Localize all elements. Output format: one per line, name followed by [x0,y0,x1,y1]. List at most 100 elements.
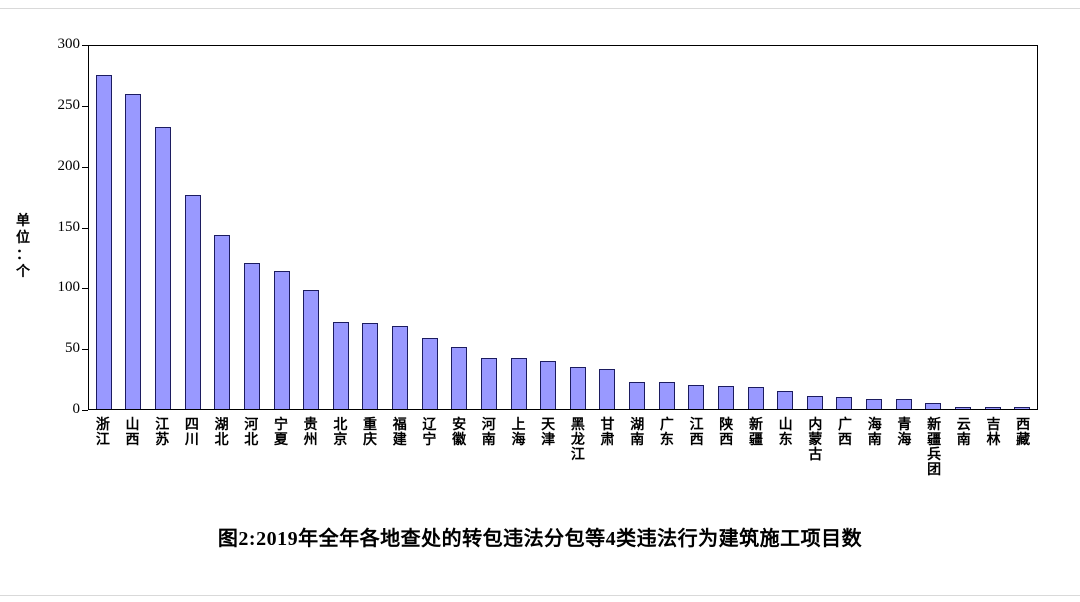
bar-31 [1014,406,1031,409]
vertical-char: 上 [511,416,526,432]
bar-slot [178,46,208,409]
bar-5 [243,262,260,409]
bar-25 [836,396,853,409]
bar-slot [356,46,386,409]
x-label-slot: 安徽 [444,417,474,477]
x-tick-label: 河北 [244,417,258,477]
y-tick-label: 0 [72,401,81,417]
bar-15 [540,360,557,409]
bar-23 [777,390,794,409]
x-label-slot: 河北 [236,417,266,477]
bar-slot [1007,46,1037,409]
x-label-slot: 天津 [533,417,563,477]
bar-16 [569,366,586,409]
x-label-slot: 广东 [652,417,682,477]
vertical-char: 宁 [273,416,288,432]
top-border-line [0,8,1080,9]
x-tick-label: 贵州 [304,417,318,477]
x-label-slot: 新疆兵团 [919,417,949,477]
x-label-slot: 山东 [771,417,801,477]
bar-slot [563,46,593,409]
vertical-char: 河 [244,416,259,432]
vertical-char: 福 [392,416,407,432]
bar-slot [593,46,623,409]
vertical-char: 位 [16,229,30,245]
bar-slot [474,46,504,409]
x-tick-label: 辽宁 [422,417,436,477]
x-tick-label: 云南 [957,417,971,477]
bar-slot [770,46,800,409]
x-tick-label: 上海 [511,417,525,477]
x-tick-label: 新疆兵团 [927,417,941,477]
x-label-slot: 甘肃 [593,417,623,477]
vertical-char: 个 [16,263,30,279]
x-label-slot: 黑龙江 [563,417,593,477]
vertical-char: 古 [808,446,823,462]
y-tick-label: 250 [57,96,81,113]
vertical-char: 浙 [95,416,110,432]
vertical-char: 疆 [748,431,763,447]
x-label-slot: 四川 [177,417,207,477]
bar-12 [451,347,468,409]
vertical-char: 湖 [630,416,645,432]
y-tick-label: 50 [65,340,80,357]
bar-7 [303,290,320,409]
x-label-slot: 福建 [385,417,415,477]
x-tick-label: 西藏 [1016,417,1030,477]
y-axis-title: 单位：个 [16,212,30,280]
bar-6 [273,271,290,409]
vertical-char: 安 [452,416,467,432]
vertical-char: 江 [570,446,585,462]
x-tick-label: 安徽 [452,417,466,477]
bar-slot [504,46,534,409]
vertical-char: 西 [125,431,140,447]
vertical-char: 南 [630,431,645,447]
x-label-slot: 湖南 [622,417,652,477]
x-tick-label: 内蒙古 [808,417,822,477]
bar-slot [711,46,741,409]
vertical-char: 庆 [363,431,378,447]
bar-slot [652,46,682,409]
vertical-char: 重 [363,416,378,432]
bar-slot [237,46,267,409]
vertical-char: 北 [214,431,229,447]
vertical-char: 西 [689,431,704,447]
x-label-slot: 辽宁 [415,417,445,477]
bar-slot [622,46,652,409]
vertical-char: ： [16,246,30,262]
vertical-char: 吉 [986,416,1001,432]
bar-14 [510,358,527,409]
bar-slot [830,46,860,409]
x-tick-label: 湖北 [215,417,229,477]
x-label-slot: 贵州 [296,417,326,477]
y-tick-mark [82,349,88,351]
bar-slot [267,46,297,409]
x-label-slot: 浙江 [88,417,118,477]
x-label-slot: 内蒙古 [801,417,831,477]
x-label-slot: 江西 [682,417,712,477]
x-label-slot: 山西 [118,417,148,477]
x-tick-label: 甘肃 [601,417,615,477]
vertical-char: 广 [659,416,674,432]
bar-27 [895,399,912,409]
bar-slot [859,46,889,409]
bar-slot [533,46,563,409]
vertical-char: 津 [541,431,556,447]
x-tick-label: 天津 [541,417,555,477]
vertical-char: 西 [719,431,734,447]
bar-30 [984,406,1001,409]
vertical-char: 海 [511,431,526,447]
x-tick-label: 黑龙江 [571,417,585,477]
vertical-char: 建 [392,431,407,447]
bar-slot [948,46,978,409]
x-tick-label: 广东 [660,417,674,477]
x-tick-label: 广西 [838,417,852,477]
x-label-slot: 新疆 [741,417,771,477]
vertical-char: 单 [16,212,30,228]
bar-slot [445,46,475,409]
bar-9 [362,323,379,409]
vertical-char: 藏 [1016,431,1031,447]
vertical-char: 新 [748,416,763,432]
y-tick-label: 300 [57,36,81,52]
vertical-char: 北 [333,416,348,432]
